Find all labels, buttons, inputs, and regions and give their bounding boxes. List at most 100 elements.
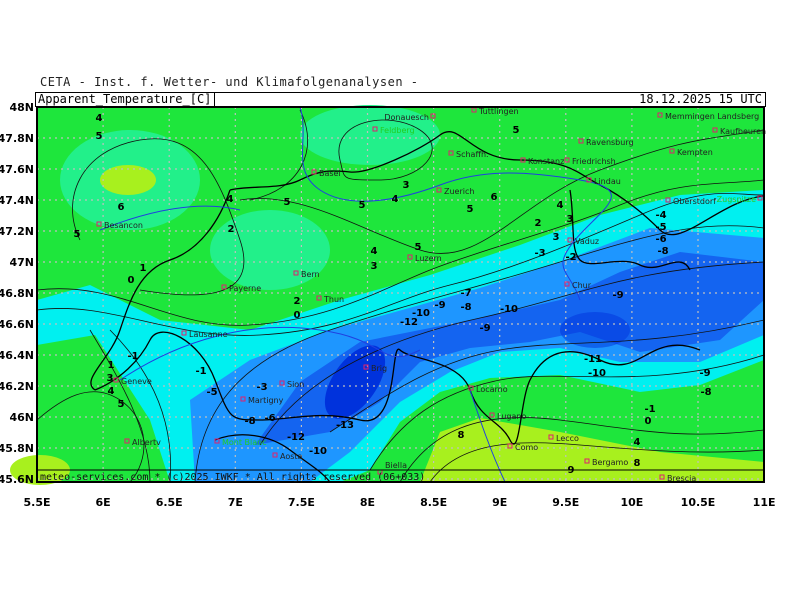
city-marker bbox=[316, 295, 322, 301]
contour-label: 6 bbox=[118, 202, 125, 213]
city-marker bbox=[548, 434, 554, 440]
contour-label: 0 bbox=[128, 275, 135, 286]
city-label: Aosta bbox=[280, 452, 303, 461]
parameter-label: Apparent_Temperature_[C] bbox=[38, 93, 216, 106]
contour-label: 3 bbox=[567, 214, 574, 225]
lon-tick-label: 9E bbox=[492, 496, 507, 509]
lat-tick-label: 46N bbox=[9, 411, 34, 424]
city-marker bbox=[448, 150, 454, 156]
city-marker bbox=[124, 438, 130, 444]
contour-label: 5 bbox=[513, 125, 520, 136]
city-label: Donauesch bbox=[384, 113, 429, 122]
lat-tick-label: 46.4N bbox=[0, 349, 34, 362]
city-label: Mont Blanc bbox=[222, 438, 267, 447]
contour-label: -7 bbox=[460, 288, 471, 299]
contour-label: -10 bbox=[588, 368, 606, 379]
city-label: Oberstdorf bbox=[673, 197, 716, 206]
city-label: Bergamo bbox=[592, 458, 628, 467]
city-label: Lindau bbox=[594, 177, 621, 186]
contour-label: -5 bbox=[655, 222, 666, 233]
contour-label: -8 bbox=[460, 302, 471, 313]
city-label: Geneve bbox=[121, 377, 152, 386]
lat-tick-label: 47.6N bbox=[0, 163, 34, 176]
city-label: Kempten bbox=[677, 148, 713, 157]
contour-label: 4 bbox=[96, 113, 103, 124]
contour-label: -3 bbox=[256, 382, 267, 393]
city-label: Albertv bbox=[132, 438, 161, 447]
lon-tick-label: 11E bbox=[753, 496, 776, 509]
city-marker bbox=[113, 377, 119, 383]
map-shading bbox=[10, 105, 764, 485]
city-label: Chur bbox=[572, 281, 592, 290]
contour-label: 2 bbox=[294, 296, 301, 307]
city-layer: Tuttlingen Donauesch Feldberg Memmingen Lan… bbox=[96, 107, 766, 483]
contour-label: 0 bbox=[294, 310, 301, 321]
lon-tick-label: 10.5E bbox=[681, 496, 716, 509]
contour-label: 5 bbox=[467, 204, 474, 215]
city-label: Brig bbox=[371, 364, 387, 373]
contour-label: -8 bbox=[657, 246, 668, 257]
contour-label: 2 bbox=[228, 224, 235, 235]
contour-label: 8 bbox=[458, 430, 465, 441]
city-marker bbox=[311, 169, 317, 175]
contour-label: -10 bbox=[412, 308, 430, 319]
city-label: Zugspitze bbox=[717, 195, 756, 204]
contour-label: 5 bbox=[415, 242, 422, 253]
lon-tick-label: 9.5E bbox=[552, 496, 579, 509]
contour-label: 4 bbox=[557, 200, 564, 211]
lon-tick-label: 6.5E bbox=[156, 496, 183, 509]
city-label: Tuttlingen bbox=[478, 107, 519, 116]
city-label: Biella bbox=[385, 461, 407, 470]
contour-label: 3 bbox=[553, 232, 560, 243]
city-label: Payerne bbox=[229, 284, 261, 293]
city-label: Vaduz bbox=[575, 237, 599, 246]
city-label: Memmingen Landsberg bbox=[665, 112, 759, 121]
contour-label: -10 bbox=[309, 446, 327, 457]
contour-label: -12 bbox=[287, 432, 305, 443]
city-label: Sion bbox=[287, 380, 304, 389]
contour-label: -9 bbox=[434, 300, 445, 311]
lon-tick-label: 10E bbox=[620, 496, 643, 509]
city-marker bbox=[214, 438, 220, 444]
contour-label: -8 bbox=[700, 387, 711, 398]
city-label: Brescia bbox=[667, 474, 696, 483]
city-marker bbox=[665, 197, 671, 203]
lat-tick-label: 47N bbox=[9, 256, 34, 269]
city-label: Friedrichsh. bbox=[572, 157, 618, 166]
city-marker bbox=[520, 157, 526, 163]
contour-label: 3 bbox=[107, 373, 114, 384]
lat-tick-label: 46.8N bbox=[0, 287, 34, 300]
city-label: Konstanz bbox=[528, 157, 564, 166]
contour-label: 2 bbox=[535, 218, 542, 229]
city-marker bbox=[407, 254, 413, 260]
lat-tick-label: 47.4N bbox=[0, 194, 34, 207]
city-label: Basel bbox=[319, 169, 341, 178]
lat-tick-label: 46.2N bbox=[0, 380, 34, 393]
contour-label: -4 bbox=[655, 210, 666, 221]
city-label: Lecco bbox=[556, 434, 579, 443]
city-label: Ravensburg bbox=[586, 138, 634, 147]
lat-tick-label: 46.6N bbox=[0, 318, 34, 331]
city-marker bbox=[564, 157, 570, 163]
city-marker bbox=[567, 237, 573, 243]
city-marker bbox=[584, 458, 590, 464]
city-marker bbox=[272, 452, 278, 458]
contour-label: -10 bbox=[500, 304, 518, 315]
lon-tick-label: 8.5E bbox=[420, 496, 447, 509]
city-label: Luzern bbox=[415, 254, 442, 263]
city-marker bbox=[468, 385, 474, 391]
contour-label: -3 bbox=[534, 248, 545, 259]
city-marker bbox=[712, 127, 718, 133]
shade-yellow-green bbox=[100, 165, 156, 195]
city-label: Besancon bbox=[104, 221, 143, 230]
copyright: meteo-services.com * (c)2025 IWKF * All … bbox=[40, 472, 425, 483]
lon-axis: 5.5E 6E 6.5E 7E 7.5E 8E 8.5E 9E 9.5E 10E 10.5E 11E bbox=[23, 496, 775, 509]
contour-label: 8 bbox=[634, 458, 641, 469]
contour-label: -13 bbox=[336, 420, 354, 431]
contour-label: 5 bbox=[284, 197, 291, 208]
contour-label: -9 bbox=[699, 368, 710, 379]
lon-tick-label: 5.5E bbox=[23, 496, 50, 509]
contour-label: -1 bbox=[195, 366, 206, 377]
city-marker bbox=[586, 177, 592, 183]
